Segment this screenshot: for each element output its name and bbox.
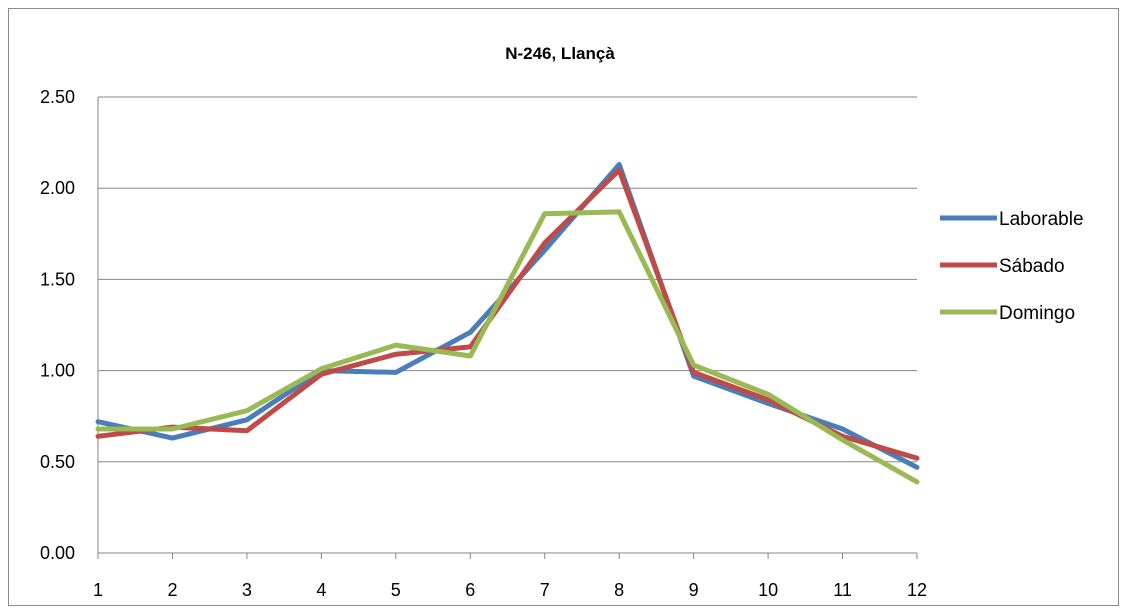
data-point-domingo: [766, 392, 771, 397]
series-lines: [95, 162, 920, 485]
data-point-sabado: [393, 352, 398, 357]
y-tick-label: 2.50: [40, 87, 75, 107]
y-tick-label: 1.50: [40, 269, 75, 289]
y-tick-label: 0.50: [40, 452, 75, 472]
data-point-laborable: [170, 436, 175, 441]
data-point-laborable: [468, 330, 473, 335]
data-point-domingo: [542, 211, 547, 216]
data-point-domingo: [393, 343, 398, 348]
chart-area: [8, 8, 1119, 606]
data-point-sabado: [915, 456, 920, 461]
data-point-domingo: [915, 479, 920, 484]
legend-label-laborable: Laborable: [999, 209, 1084, 230]
data-point-laborable: [840, 426, 845, 431]
data-point-domingo: [96, 426, 101, 431]
data-point-domingo: [468, 354, 473, 359]
gridlines: [98, 96, 917, 463]
axes: 0.000.501.001.502.002.501 2 3 4 5 6 7 8 9 10 11 12: [40, 87, 927, 600]
data-point-sabado: [617, 167, 622, 172]
x-tick-label: 11: [833, 580, 852, 600]
data-point-laborable: [244, 417, 249, 422]
data-point-sabado: [542, 240, 547, 245]
data-point-laborable: [915, 465, 920, 470]
series-line-sabado: [95, 167, 920, 461]
x-tick-label: 7: [540, 580, 550, 600]
data-point-domingo: [617, 209, 622, 214]
x-tick-label: 5: [391, 580, 401, 600]
series-line-domingo: [95, 209, 920, 485]
legend: Laborable Sábado Domingo: [940, 209, 1084, 324]
chart-title: N-246, Llançà: [505, 44, 615, 63]
x-tick-label: 1: [93, 580, 103, 600]
data-point-domingo: [840, 437, 845, 442]
data-point-sabado: [244, 428, 249, 433]
x-tick-label: 6: [465, 580, 475, 600]
data-point-laborable: [393, 370, 398, 375]
x-tick-label: 3: [242, 580, 252, 600]
x-tick-label: 12: [907, 580, 927, 600]
data-point-domingo: [319, 366, 324, 371]
x-tick-label: 2: [167, 580, 177, 600]
data-point-sabado: [691, 370, 696, 375]
x-tick-label: 8: [614, 580, 624, 600]
data-point-domingo: [691, 363, 696, 368]
x-tick-label: 10: [758, 580, 778, 600]
y-tick-label: 2.00: [40, 178, 75, 198]
data-point-domingo: [170, 426, 175, 431]
data-point-laborable: [96, 419, 101, 424]
data-point-sabado: [96, 434, 101, 439]
y-tick-label: 1.00: [40, 361, 75, 381]
y-tick-label: 0.00: [40, 543, 75, 563]
x-tick-label: 4: [316, 580, 326, 600]
x-tick-label: 9: [689, 580, 699, 600]
series-line-laborable: [95, 162, 920, 470]
data-point-laborable: [617, 162, 622, 167]
legend-label-domingo: Domingo: [999, 303, 1075, 324]
data-point-domingo: [244, 408, 249, 413]
legend-label-sabado: Sábado: [999, 256, 1065, 277]
